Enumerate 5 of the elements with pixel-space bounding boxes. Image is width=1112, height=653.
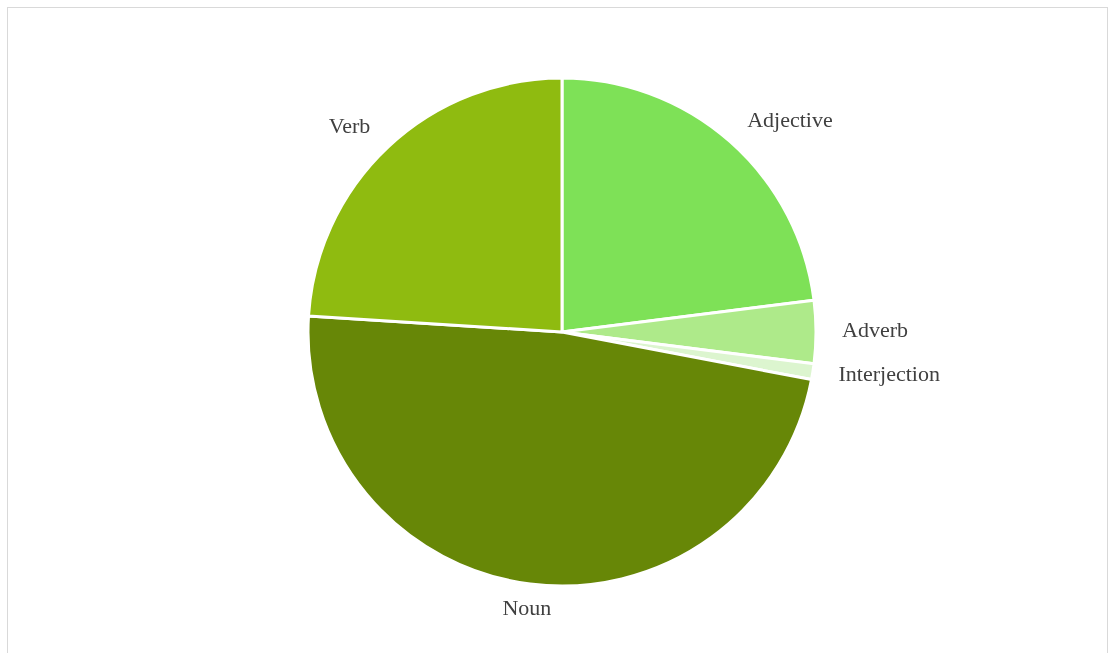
slice-label: Adjective <box>747 107 833 133</box>
slice-label: Verb <box>328 112 371 138</box>
slice-label: Adverb <box>842 317 908 343</box>
slice-label: Noun <box>502 594 552 620</box>
slice-label: Interjection <box>838 360 940 386</box>
